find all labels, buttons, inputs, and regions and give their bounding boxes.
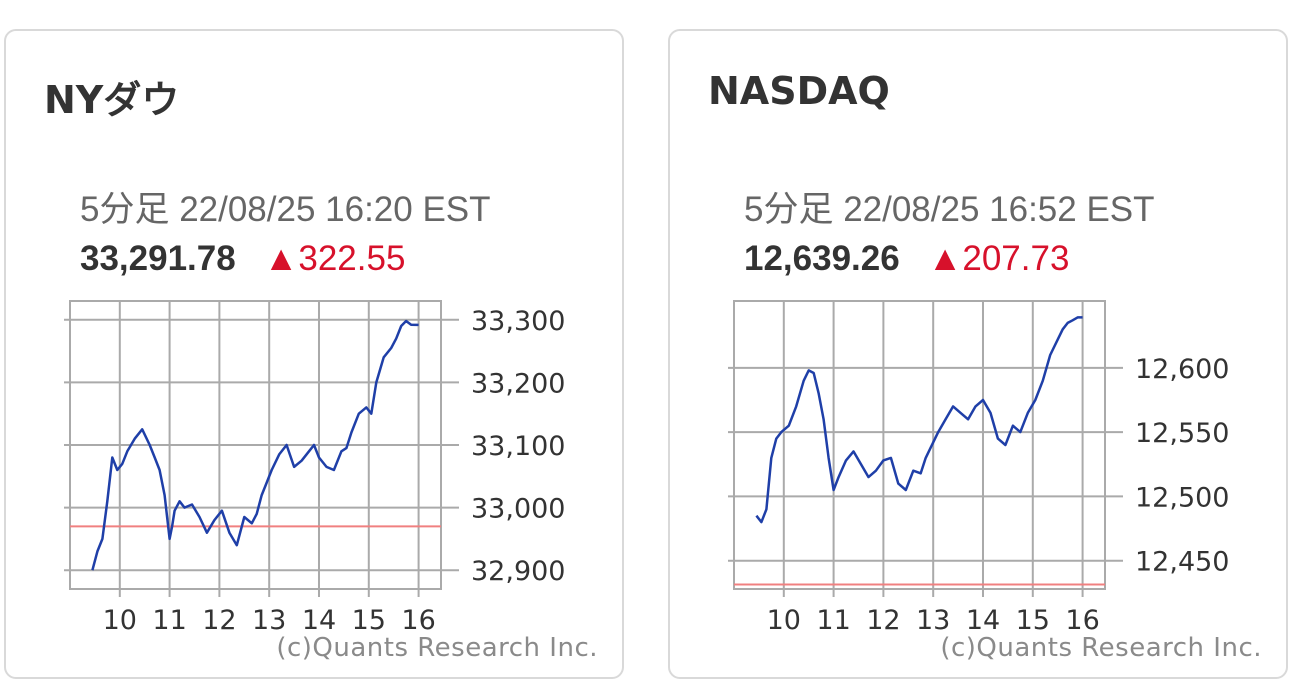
chart-card-ny-dow: NYダウ 5分足 22/08/25 16:20 EST 33,291.78 ▲32… — [4, 29, 624, 679]
y-tick-label: 32,900 — [471, 556, 565, 587]
x-tick-label: 15 — [1016, 605, 1050, 636]
y-tick-label: 33,100 — [471, 431, 565, 462]
y-tick-label: 33,200 — [471, 368, 565, 399]
x-tick-label: 11 — [152, 605, 186, 636]
copyright-credit: (c)Quants Research Inc. — [276, 633, 598, 663]
x-tick-label: 11 — [816, 605, 850, 636]
current-price: 12,639.26 — [744, 239, 900, 278]
up-arrow-icon: ▲ — [927, 239, 963, 278]
y-tick-label: 33,300 — [471, 306, 565, 337]
chart-title: NASDAQ — [708, 69, 890, 113]
price-series-line — [91, 319, 419, 571]
chart-timestamp: 5分足 22/08/25 16:52 EST — [744, 190, 1155, 229]
line-chart: 10 11 12 13 14 15 16 12,600 12,550 12,500 12,450 — [728, 300, 1229, 636]
up-arrow-icon: ▲ — [263, 239, 299, 278]
plot-frame — [733, 300, 1106, 590]
price-change: ▲207.73 — [928, 239, 1070, 278]
current-price: 33,291.78 — [80, 239, 236, 278]
x-tick-label: 10 — [103, 605, 137, 636]
y-tick-label: 12,450 — [1135, 547, 1229, 578]
x-tick-label: 13 — [916, 605, 950, 636]
y-tick-label: 12,550 — [1135, 418, 1229, 449]
x-tick-label: 16 — [401, 605, 435, 636]
price-change: ▲322.55 — [264, 239, 406, 278]
chart-title: NYダウ — [44, 78, 180, 122]
price-change-value: 207.73 — [962, 239, 1070, 278]
chart-timestamp: 5分足 22/08/25 16:20 EST — [80, 190, 491, 229]
chart-card-nasdaq: NASDAQ 5分足 22/08/25 16:52 EST 12,639.26 ▲… — [668, 29, 1288, 679]
x-tick-label: 12 — [866, 605, 900, 636]
x-tick-label: 16 — [1065, 605, 1099, 636]
y-tick-label: 12,500 — [1135, 482, 1229, 513]
x-tick-label: 10 — [767, 605, 801, 636]
x-tick-label: 14 — [302, 605, 336, 636]
line-chart: 10 11 12 13 14 15 16 33,300 33,200 33,100 33,000 32… — [64, 300, 565, 636]
price-change-value: 322.55 — [298, 239, 406, 278]
x-tick-label: 13 — [252, 605, 286, 636]
y-tick-label: 33,000 — [471, 494, 565, 525]
x-tick-label: 15 — [352, 605, 386, 636]
price-series-line — [755, 316, 1083, 524]
y-tick-label: 12,600 — [1135, 354, 1229, 385]
price-row: 12,639.26 ▲207.73 — [744, 239, 1069, 279]
x-tick-label: 14 — [966, 605, 1000, 636]
copyright-credit: (c)Quants Research Inc. — [940, 633, 1262, 663]
price-row: 33,291.78 ▲322.55 — [80, 239, 405, 279]
x-tick-label: 12 — [202, 605, 236, 636]
